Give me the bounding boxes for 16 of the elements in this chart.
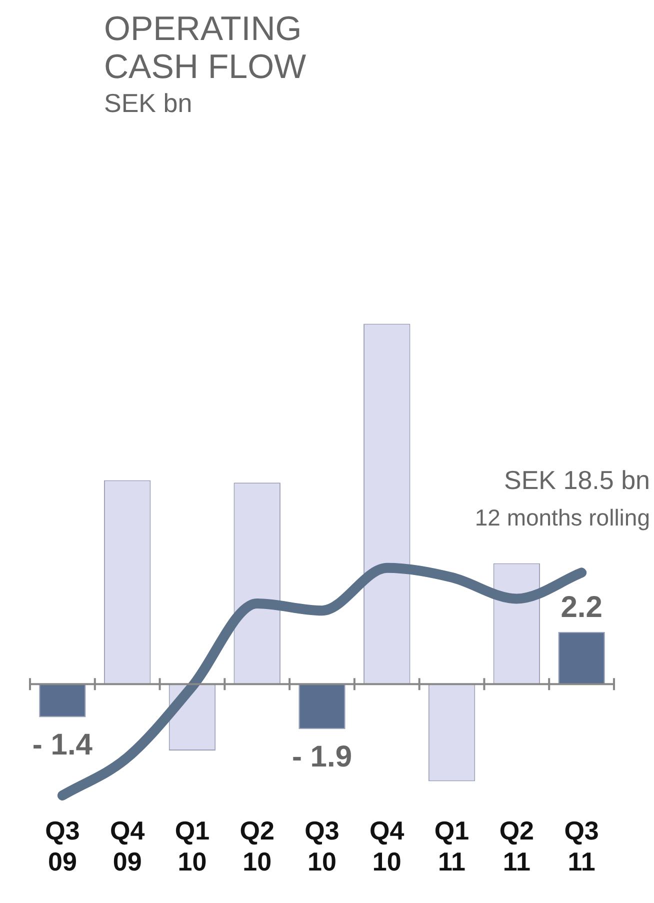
x-tick-label: Q4 09 (110, 815, 146, 877)
annotation: SEK 18.5 bn (504, 464, 650, 495)
chart-title: OPERATING CASH FLOW (104, 10, 306, 86)
x-tick-label: Q1 10 (174, 815, 210, 877)
x-tick-label: Q3 11 (564, 815, 599, 877)
annotation: 12 months rolling (474, 504, 650, 531)
data-label: - 1.9 (292, 740, 352, 774)
x-tick-label: Q2 11 (499, 815, 534, 877)
x-tick-label: Q3 09 (45, 815, 80, 877)
data-label: 2.2 (560, 591, 602, 624)
x-tick-label: Q4 10 (370, 815, 405, 877)
x-tick-label: Q1 11 (434, 815, 470, 877)
chart-subtitle: SEK bn (104, 88, 192, 119)
data-label: - 1.4 (32, 728, 93, 762)
x-tick-label: Q3 10 (304, 815, 340, 877)
x-tick-label: Q2 10 (240, 815, 274, 877)
